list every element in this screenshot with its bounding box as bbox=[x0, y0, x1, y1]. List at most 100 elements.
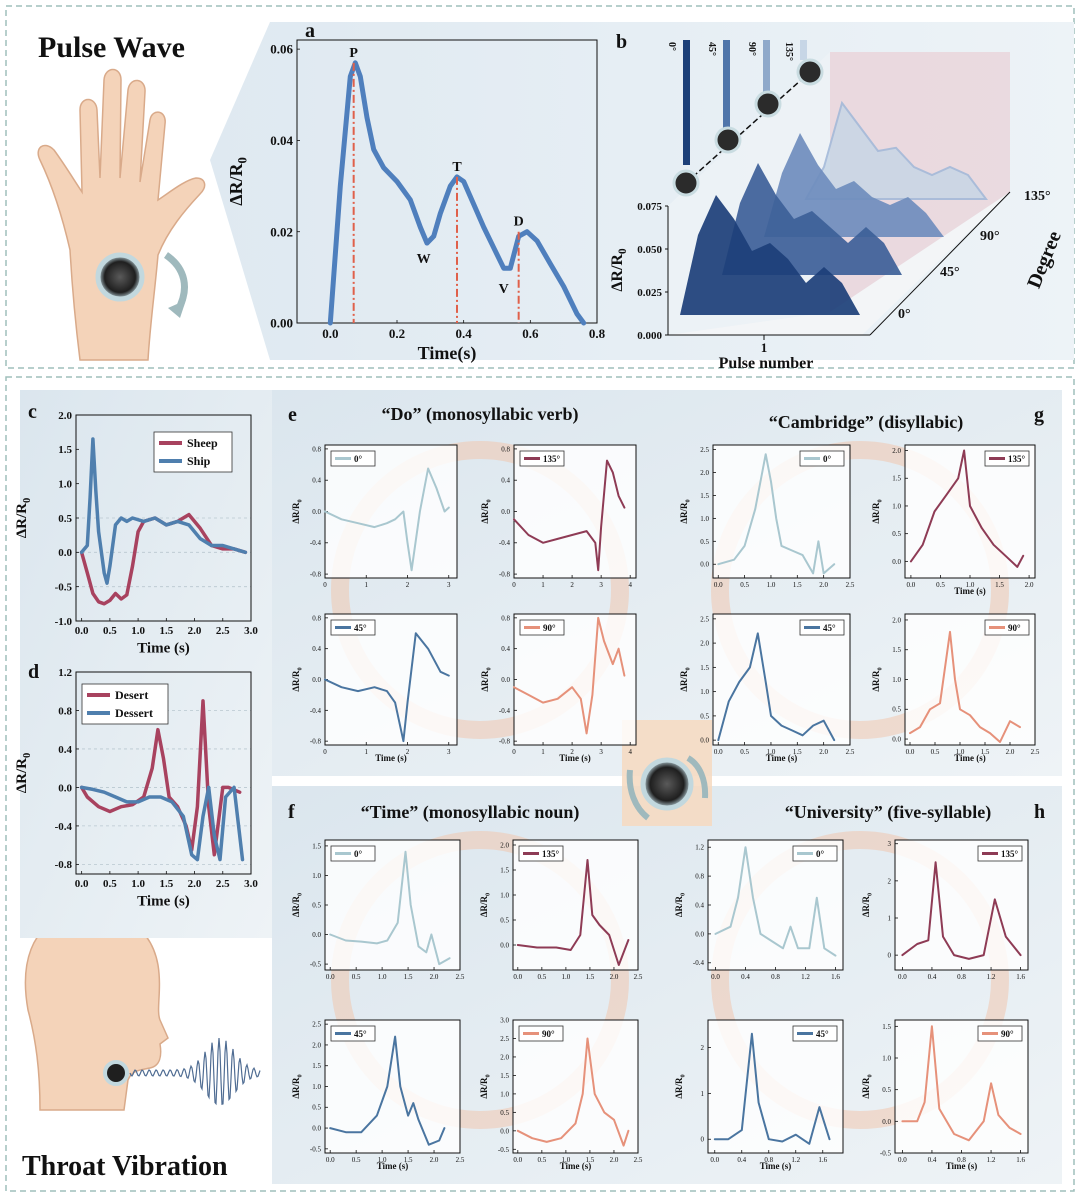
y-tick-label-1: 0.02 bbox=[270, 224, 293, 239]
x-tick-label-1: 0.5 bbox=[103, 625, 117, 637]
y-axis-label-sub: 0 bbox=[679, 1074, 686, 1077]
legend-box bbox=[519, 619, 565, 636]
y-axis-label-sub: 0 bbox=[866, 893, 873, 896]
legend-box bbox=[977, 1025, 1023, 1042]
x-tick-label-3: 3 bbox=[599, 581, 603, 589]
x-tick-label-2: 1.0 bbox=[378, 973, 387, 981]
y-axis-label-sub: 0 bbox=[484, 1074, 491, 1077]
x-axis-label: Time (s) bbox=[946, 1161, 978, 1171]
y-tick-label-5: 1.2 bbox=[58, 667, 72, 679]
chart-f: f “Time” (monosyllabic noun) 0.0 0.5 1.0 1.5 2… bbox=[288, 801, 643, 1171]
series-line-0° bbox=[714, 846, 837, 957]
x-tick-label-5: 2.5 bbox=[1031, 748, 1040, 756]
series-line-Ship bbox=[79, 437, 248, 585]
b-y-tick-label-1: 0.025 bbox=[637, 287, 662, 299]
top-section-frame bbox=[5, 5, 1075, 369]
y-axis-label: ΔR/R0 bbox=[674, 893, 686, 917]
x-tick-label-0: 0.0 bbox=[326, 1156, 335, 1164]
panel-label-c: c bbox=[28, 401, 37, 423]
y-tick-label-2: 0.0 bbox=[312, 508, 321, 516]
x-tick-label-1: 0.4 bbox=[737, 1156, 746, 1164]
legend-angle-label: 45° bbox=[816, 1029, 829, 1039]
x-tick-label-2: 1.0 bbox=[767, 581, 776, 589]
plot-frame bbox=[707, 1019, 844, 1154]
b-x-tick-label: 1 bbox=[761, 340, 768, 355]
y-tick-label-2: 0.4 bbox=[695, 901, 704, 909]
x-tick-label-3: 1.2 bbox=[987, 1156, 996, 1164]
x-tick-label-2: 0.8 bbox=[957, 1156, 966, 1164]
series-line-90° bbox=[901, 1025, 1022, 1142]
annotation-label-P: P bbox=[349, 46, 358, 61]
y-tick-label-0: -0.5 bbox=[310, 1145, 322, 1153]
y-tick-label-0: 0.0 bbox=[892, 558, 901, 566]
legend-box bbox=[519, 450, 565, 467]
y-tick-label-5: 2.0 bbox=[312, 1041, 321, 1049]
y-axis-label-main: ΔR/R bbox=[14, 758, 30, 793]
x-axis-label: Time (s) bbox=[137, 640, 190, 656]
x-axis-label: Time (s) bbox=[954, 586, 986, 596]
ridge-90° bbox=[764, 133, 944, 237]
b-y-axis-label-sub: 0 bbox=[617, 248, 629, 254]
y-tick-label-2: 1.0 bbox=[892, 676, 901, 684]
legend-angle-label: 0° bbox=[816, 849, 825, 859]
plot-area bbox=[514, 445, 636, 578]
cycle-arrow-decoration bbox=[331, 441, 629, 739]
rotate-arrow-head-icon bbox=[168, 300, 186, 318]
x-tick-label-1: 0.5 bbox=[931, 748, 940, 756]
x-tick-label-4: 0.8 bbox=[589, 326, 606, 341]
angle-bar-0 bbox=[683, 40, 690, 165]
y-tick-label-0: 0 bbox=[888, 952, 892, 960]
subplot-g-45deg: 0.0 0.5 1.0 1.5 2.0 2.5 0.0 0.5 1.0 1.5 2.0 2.5 Time… bbox=[679, 613, 855, 763]
legend-box bbox=[330, 845, 376, 862]
legend-box bbox=[518, 1025, 564, 1042]
y-tick-label-2: 0.5 bbox=[500, 1109, 509, 1117]
y-tick-label-3: 1.0 bbox=[312, 1083, 321, 1091]
y-tick-label-1: 0.5 bbox=[892, 530, 901, 538]
y-tick-label-1: 0.5 bbox=[500, 916, 509, 924]
legend-label-Desert: Desert bbox=[115, 688, 148, 702]
series-line-135° bbox=[901, 861, 1022, 960]
y-axis-label: ΔR/R0 bbox=[291, 1074, 303, 1098]
subplot-h-90deg: 0.0 0.4 0.8 1.2 1.6 -0.5 0.0 0.5 1.0 1.5 Time (s) Δ… bbox=[861, 1019, 1029, 1171]
x-tick-label-4: 1.6 bbox=[831, 973, 840, 981]
x-tick-label-1: 0.5 bbox=[740, 748, 749, 756]
y-tick-label-3: 0.06 bbox=[270, 42, 293, 57]
y-tick-label-5: 2.5 bbox=[700, 615, 709, 623]
x-tick-label-0: 0.0 bbox=[710, 1156, 719, 1164]
legend-angle-label: 90° bbox=[1008, 623, 1021, 633]
legend-angle-label: 135° bbox=[1001, 849, 1019, 859]
x-tick-label-1: 1 bbox=[365, 748, 369, 756]
y-axis-label-main: ΔR/R bbox=[871, 670, 881, 692]
legend-angle-label: 45° bbox=[354, 623, 367, 633]
y-tick-label-3: 1.5 bbox=[892, 646, 901, 654]
x-tick-label-3: 1.5 bbox=[159, 878, 173, 890]
wrist-sensor-icon bbox=[95, 252, 145, 302]
y-tick-label-1: 0.0 bbox=[882, 1118, 891, 1126]
x-tick-label-4: 2.0 bbox=[1006, 748, 1015, 756]
legend-box bbox=[984, 450, 1030, 467]
y-axis-label-sub: 0 bbox=[296, 667, 303, 670]
y-axis-label-main: ΔR/R bbox=[674, 896, 684, 918]
y-tick-label-2: 0.0 bbox=[501, 676, 510, 684]
y-tick-label-0: 0.00 bbox=[270, 316, 293, 331]
x-tick-label-1: 1 bbox=[365, 581, 369, 589]
y-axis-label: ΔR/R0 bbox=[871, 667, 883, 691]
y-axis-label: ΔR/R0 bbox=[679, 667, 691, 691]
y-axis-label-main: ΔR/R bbox=[480, 670, 490, 692]
y-axis-label-sub: 0 bbox=[684, 667, 691, 670]
rotate-arrow-icon bbox=[163, 252, 188, 312]
plot-frame bbox=[296, 39, 598, 324]
sound-wave-icon bbox=[129, 1038, 261, 1106]
y-axis-label-sub: 0 bbox=[22, 753, 33, 758]
legend-label-Sheep: Sheep bbox=[187, 436, 218, 450]
y-tick-label-3: 0.4 bbox=[58, 744, 72, 756]
y-axis-label-sub: 0 bbox=[485, 667, 492, 670]
legend-box bbox=[330, 619, 376, 636]
y-tick-label-0: -0.8 bbox=[310, 738, 322, 746]
plot-area bbox=[325, 1020, 460, 1153]
neck-sensor-decoration bbox=[622, 720, 712, 826]
y-tick-label-0: -0.5 bbox=[498, 1146, 510, 1154]
